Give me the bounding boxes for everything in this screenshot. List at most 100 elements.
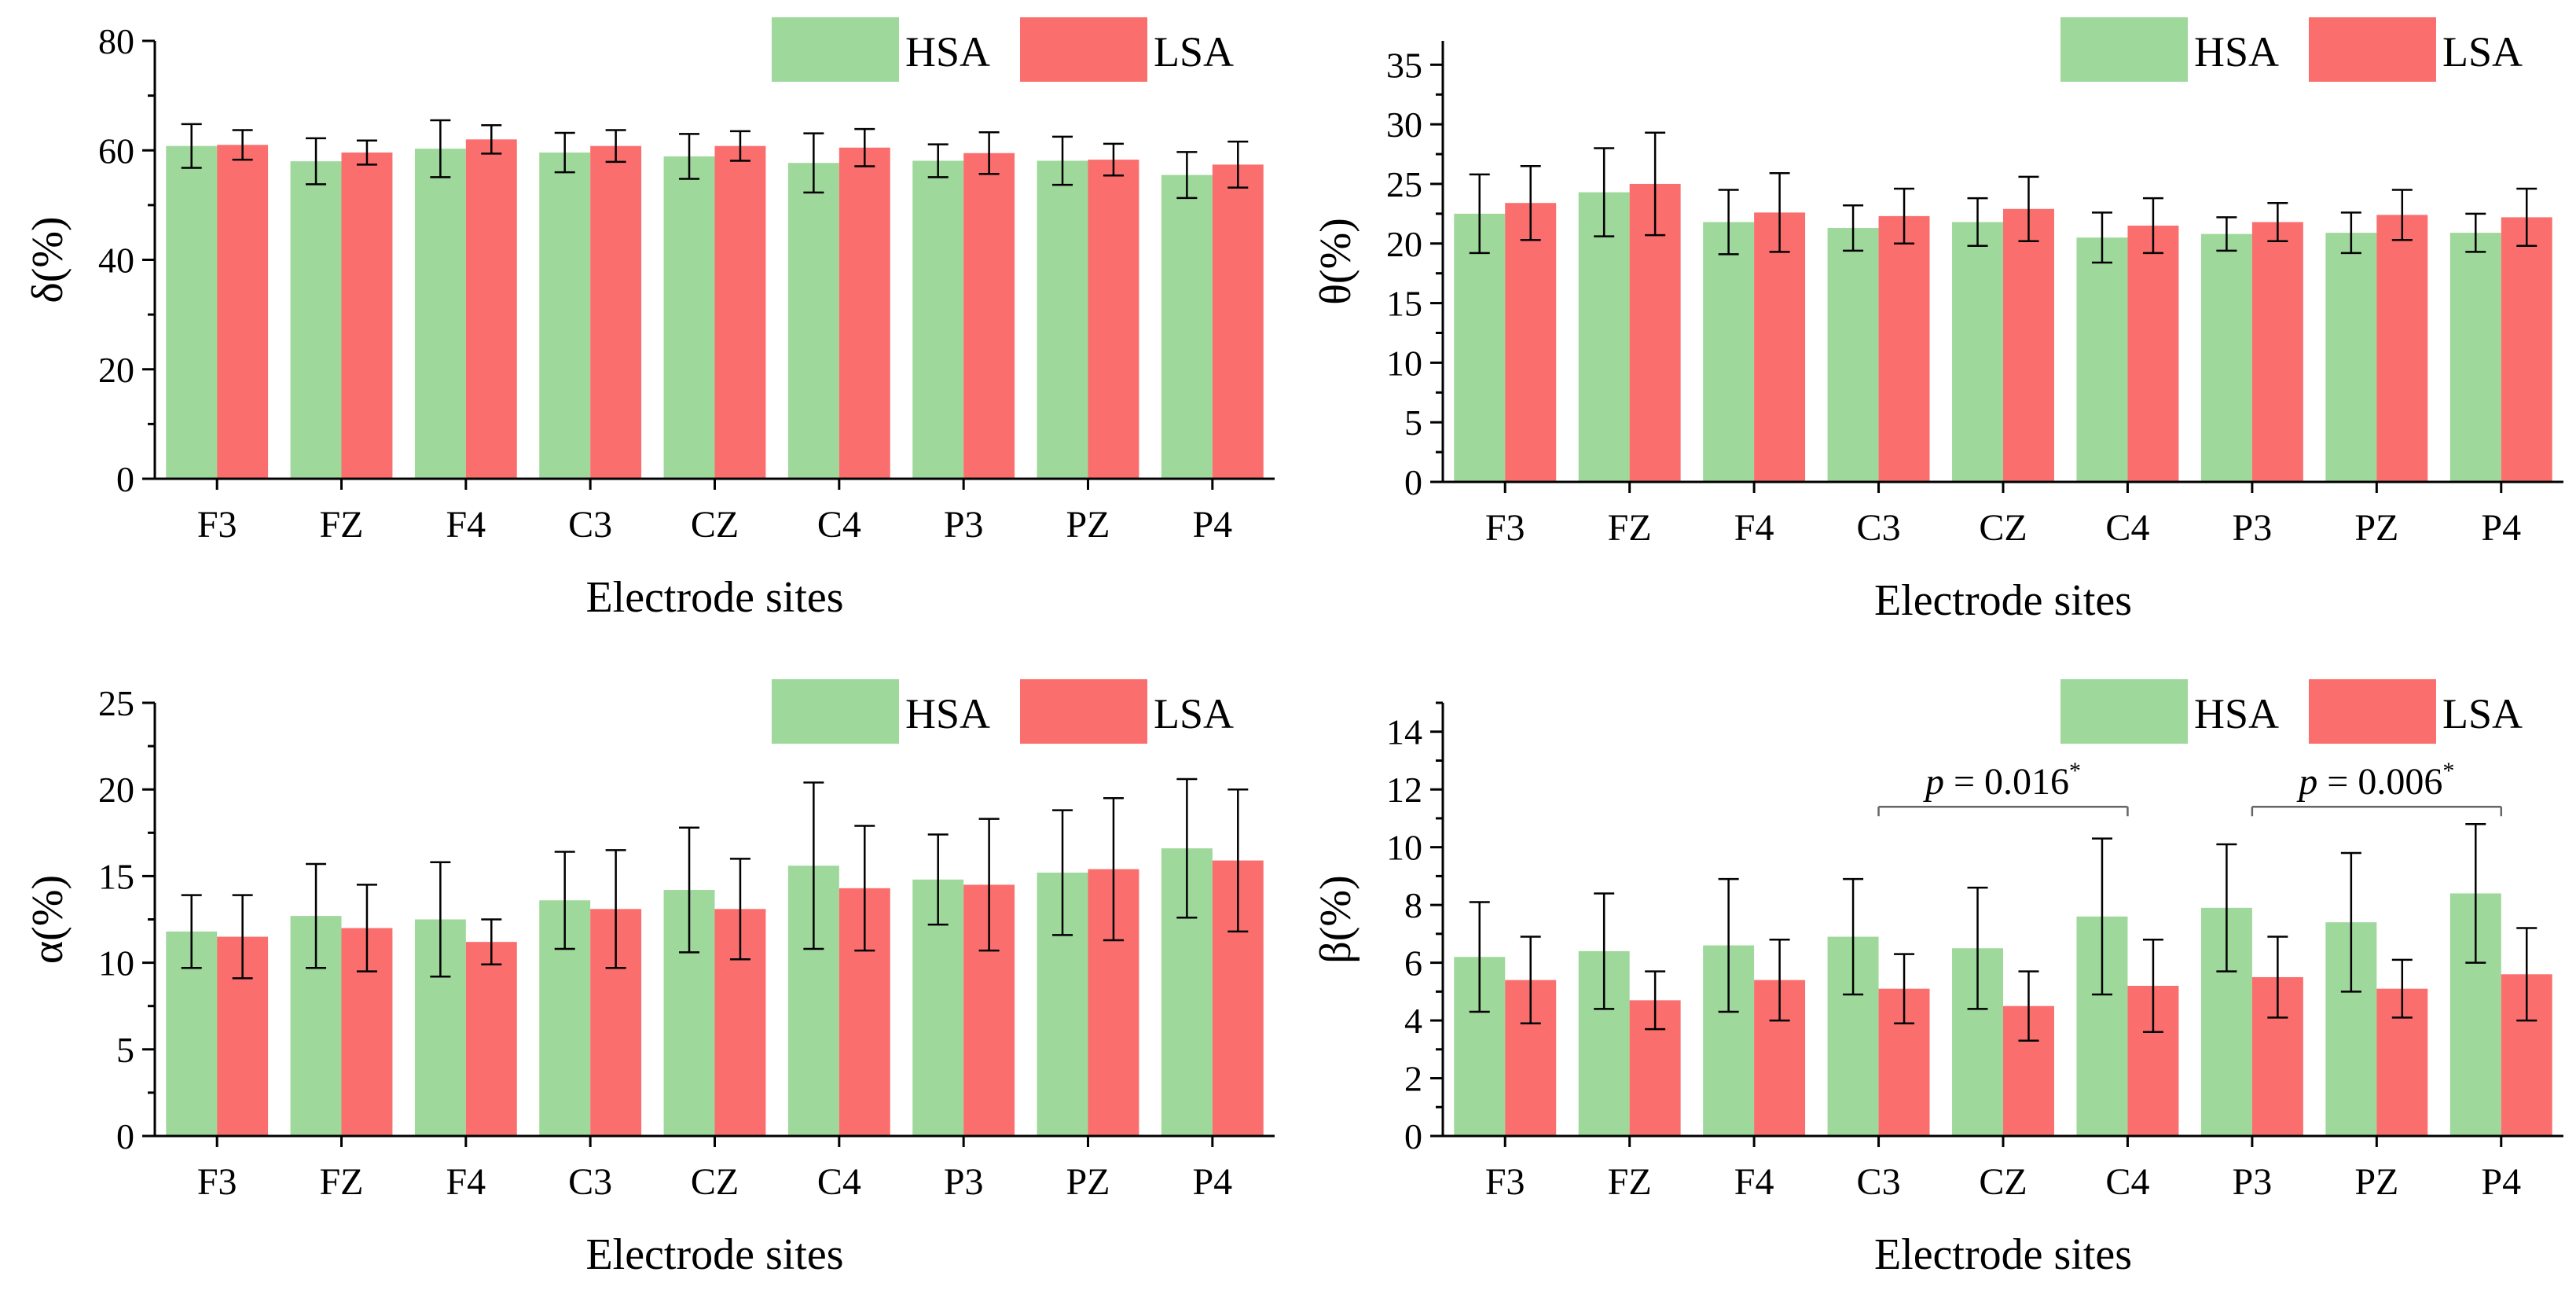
- x-tick-label: F3: [1485, 1161, 1525, 1203]
- error-bar-hsa-p3: [2216, 843, 2237, 972]
- error-bar-lsa-pz: [1103, 796, 1124, 942]
- error-bar-lsa-fz: [1645, 131, 1666, 237]
- y-tick-label: 4: [1404, 1001, 1422, 1041]
- error-bar-hsa-c3: [554, 131, 575, 174]
- legend-swatch-hsa: [772, 679, 899, 744]
- x-tick-label: FZ: [319, 504, 363, 546]
- x-tick-label: C3: [1857, 1161, 1901, 1203]
- error-bar-hsa-p3: [927, 143, 949, 178]
- y-tick-label: 25: [1386, 164, 1422, 204]
- y-tick-label: 2: [1404, 1059, 1422, 1099]
- error-bar-lsa-f3: [1520, 164, 1541, 241]
- y-axis-title: α(%): [24, 875, 72, 964]
- significance-label: p = 0.016*: [1923, 758, 2081, 803]
- x-tick-label: PZ: [2354, 1161, 2398, 1203]
- chart-panel-3: 0 5 10 15 20 25 F3 FZ F4 C3 CZ C4 P3 PZ P4 Electrode si…: [24, 679, 1275, 1279]
- x-tick-label: PZ: [1066, 504, 1110, 546]
- legend-label-lsa: LSA: [2442, 690, 2523, 737]
- legend-swatch-lsa: [2309, 679, 2436, 744]
- x-tick-label: CZ: [1979, 507, 2027, 549]
- error-bar-hsa-pz: [1052, 809, 1073, 936]
- x-tick-label: FZ: [1608, 507, 1652, 549]
- error-bar-lsa-pz: [2391, 958, 2413, 1019]
- y-tick-label: 10: [98, 943, 134, 983]
- x-tick-label: F4: [1734, 507, 1774, 549]
- bar-hsa-pz: [2325, 233, 2377, 482]
- error-bar-lsa-cz: [729, 130, 750, 162]
- bar-hsa-c3: [1827, 228, 1879, 482]
- bar-lsa-cz: [2003, 208, 2054, 482]
- error-bar-hsa-f4: [1718, 877, 1739, 1013]
- significance-star: *: [2069, 758, 2081, 784]
- x-tick-label: P4: [2481, 1161, 2521, 1203]
- error-bar-lsa-fz: [1645, 970, 1666, 1031]
- legend-label-lsa: LSA: [1154, 690, 1234, 737]
- legend: HSA LSA: [2060, 17, 2523, 82]
- x-tick-label: F3: [197, 504, 237, 546]
- legend-label-hsa: HSA: [905, 690, 990, 737]
- error-bar-lsa-p4: [2516, 927, 2537, 1022]
- bar-hsa-f4: [414, 149, 466, 479]
- x-tick-label: F4: [446, 1161, 486, 1203]
- error-bar-hsa-cz: [679, 133, 700, 180]
- x-tick-label: C3: [1857, 507, 1901, 549]
- error-bar-hsa-c4: [803, 781, 824, 950]
- bar-lsa-c4: [838, 147, 890, 480]
- legend-swatch-hsa: [2060, 679, 2188, 744]
- error-bar-hsa-p4: [2465, 823, 2486, 964]
- error-bar-hsa-p4: [2465, 212, 2486, 253]
- error-bar-lsa-c4: [2142, 197, 2163, 255]
- y-axis-title: θ(%): [1312, 218, 1360, 305]
- x-tick-label: F3: [197, 1161, 237, 1203]
- error-bar-hsa-p4: [1176, 778, 1198, 919]
- error-bar-hsa-f3: [181, 894, 202, 969]
- y-tick-label: 60: [98, 131, 134, 171]
- bar-hsa-p4: [2449, 233, 2501, 482]
- legend-swatch-lsa: [2309, 17, 2436, 82]
- error-bar-lsa-fz: [356, 139, 377, 166]
- error-bar-lsa-cz: [729, 858, 750, 961]
- legend: HSA LSA: [2060, 679, 2523, 744]
- legend-swatch-lsa: [1020, 679, 1147, 744]
- bar-hsa-c4: [2076, 237, 2128, 482]
- error-bar-lsa-f4: [481, 918, 502, 966]
- bar-hsa-pz: [1037, 160, 1088, 479]
- bar-lsa-fz: [341, 153, 393, 479]
- error-bar-lsa-c3: [605, 129, 626, 164]
- x-tick-label: P3: [944, 1161, 984, 1203]
- error-bar-hsa-p4: [1176, 151, 1198, 200]
- error-bar-hsa-fz: [1594, 147, 1615, 237]
- x-tick-label: P3: [2233, 1161, 2273, 1203]
- error-bar-hsa-fz: [306, 862, 327, 969]
- x-tick-label: FZ: [319, 1161, 363, 1203]
- y-tick-label: 14: [1386, 712, 1422, 752]
- x-tick-label: P4: [1192, 1161, 1232, 1203]
- bar-lsa-p4: [2501, 217, 2552, 482]
- y-tick-label: 5: [116, 1030, 134, 1070]
- error-bar-hsa-cz: [1967, 886, 1988, 1010]
- legend-label-hsa: HSA: [905, 28, 990, 75]
- legend: HSA LSA: [772, 679, 1234, 744]
- error-bar-lsa-c4: [854, 825, 875, 952]
- error-bar-lsa-c3: [1894, 187, 1915, 245]
- y-tick-label: 10: [1386, 343, 1422, 383]
- p-symbol: p: [1923, 761, 1944, 803]
- error-bar-hsa-pz: [2340, 211, 2361, 255]
- significance-star: *: [2442, 758, 2454, 784]
- x-tick-label: P4: [1192, 504, 1232, 546]
- chart-panel-1: 0 20 40 60 80 F3 FZ F4 C3 CZ C4 P3 PZ P4 Electrode sit…: [24, 17, 1275, 622]
- significance-bracket: [1877, 805, 2129, 817]
- bar-lsa-c4: [2127, 226, 2179, 482]
- x-axis-title: Electrode sites: [1874, 1230, 2132, 1279]
- error-bar-hsa-p3: [2216, 216, 2237, 252]
- legend-swatch-hsa: [2060, 17, 2188, 82]
- legend-label-lsa: LSA: [1154, 28, 1234, 75]
- significance-bracket: [2251, 805, 2503, 817]
- bar-lsa-c3: [590, 145, 642, 479]
- error-bar-lsa-p3: [978, 131, 1000, 175]
- p-value: = 0.006: [2317, 761, 2442, 803]
- error-bar-lsa-f3: [232, 129, 253, 161]
- error-bar-lsa-p4: [1227, 788, 1249, 933]
- bar-hsa-fz: [290, 161, 342, 480]
